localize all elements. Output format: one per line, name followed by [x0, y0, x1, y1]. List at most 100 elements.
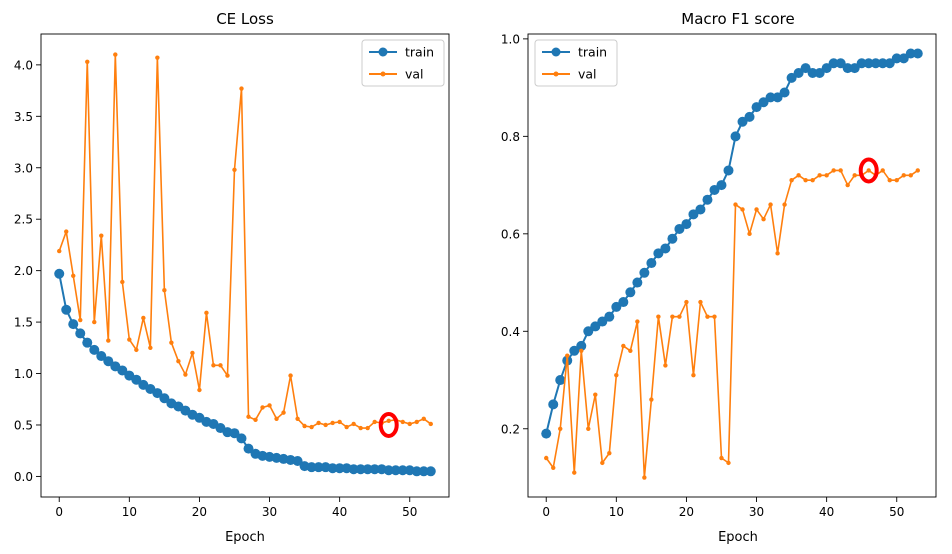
data-point-val: [719, 455, 724, 461]
data-point-val: [386, 418, 391, 424]
y-tick-label: 2.0: [14, 264, 33, 278]
data-point-val: [684, 299, 689, 305]
data-point-val: [642, 475, 647, 480]
data-point-val: [358, 425, 363, 431]
data-point-val: [407, 421, 412, 427]
data-point-val: [824, 173, 829, 178]
data-point-val: [845, 182, 850, 188]
x-axis-label: Epoch: [718, 530, 758, 545]
data-point-val: [183, 372, 188, 377]
data-point-train: [555, 375, 566, 386]
data-point-val: [607, 450, 612, 456]
data-point-train: [243, 443, 254, 454]
data-point-train: [765, 92, 776, 103]
data-point-train: [611, 301, 622, 312]
x-axis-label: Epoch: [225, 530, 265, 545]
data-point-val: [190, 350, 195, 356]
data-point-val: [337, 419, 342, 425]
series-group: [541, 48, 923, 480]
data-point-val: [838, 168, 843, 173]
data-point-val: [579, 348, 584, 353]
data-point-train: [362, 464, 373, 475]
y-tick-label: 0.2: [501, 422, 520, 436]
x-tick-label: 30: [749, 505, 764, 519]
legend-marker-train: [378, 47, 388, 57]
data-point-val: [330, 420, 335, 426]
data-point-train: [849, 63, 860, 74]
y-tick-label: 0.4: [501, 325, 520, 339]
x-tick-label: 10: [609, 505, 624, 519]
data-point-val: [323, 422, 328, 428]
data-point-train: [856, 58, 867, 69]
axis-ticks: 0 10 20 30 40 50 0.0 0.5 1.0 1.5 2.0 2.5 3.0 3.5 4.0: [14, 58, 417, 519]
data-point-train: [716, 180, 727, 191]
data-point-train: [68, 319, 79, 330]
chart-panel-ce-loss: CE Loss 0 10 20 30 40 50 0.0 0.5 1.0 1.5 2.0 2.5 3.0…: [14, 10, 450, 545]
data-point-val: [887, 178, 892, 183]
data-point-val: [253, 417, 258, 423]
y-tick-label: 0.8: [501, 130, 520, 144]
y-tick-label: 1.0: [501, 32, 520, 46]
data-point-val: [316, 420, 321, 426]
data-point-val: [218, 363, 223, 368]
data-point-val: [558, 426, 563, 431]
data-point-train: [618, 297, 629, 308]
data-point-val: [908, 173, 913, 178]
data-point-train: [334, 463, 345, 474]
data-point-train: [744, 111, 755, 122]
data-point-train: [667, 233, 678, 244]
data-point-val: [705, 314, 710, 319]
legend-marker-val: [553, 71, 559, 77]
data-point-train: [863, 58, 874, 69]
y-tick-label: 3.5: [14, 110, 33, 124]
data-point-train: [54, 268, 65, 279]
data-point-val: [565, 353, 570, 358]
data-point-train: [674, 223, 685, 234]
data-point-val: [901, 173, 906, 178]
data-point-val: [99, 233, 104, 238]
data-point-train: [625, 287, 636, 298]
data-point-train: [730, 131, 741, 142]
data-point-train: [898, 53, 909, 64]
data-point-val: [586, 426, 591, 431]
data-point-val: [260, 405, 265, 410]
data-point-val: [880, 168, 885, 173]
data-point-val: [78, 317, 83, 323]
data-point-val: [365, 425, 370, 431]
data-point-train: [583, 326, 594, 337]
data-point-val: [572, 470, 577, 475]
data-point-train: [632, 277, 643, 288]
data-point-train: [590, 321, 601, 332]
data-point-train: [772, 92, 783, 103]
x-tick-label: 20: [679, 505, 694, 519]
data-point-train: [82, 337, 93, 348]
data-point-val: [733, 202, 738, 207]
data-point-train: [569, 345, 580, 356]
data-point-val: [281, 410, 286, 415]
data-point-val: [239, 86, 244, 91]
data-point-val: [614, 372, 619, 378]
data-point-val: [225, 373, 230, 378]
data-point-val: [302, 423, 307, 429]
data-point-train: [313, 462, 324, 473]
legend-marker-train: [551, 47, 561, 57]
data-point-train: [695, 204, 706, 215]
data-point-train: [355, 464, 366, 475]
x-tick-label: 50: [889, 505, 904, 519]
data-point-val: [663, 363, 668, 368]
data-point-val: [628, 348, 633, 353]
data-point-train: [96, 351, 107, 362]
legend-label-val: val: [578, 67, 597, 82]
data-point-val: [57, 248, 62, 254]
data-point-val: [106, 338, 111, 343]
data-point-train: [814, 67, 825, 78]
plot-area-frame: [527, 33, 937, 498]
data-point-val: [141, 315, 146, 321]
y-tick-label: 4.0: [14, 58, 33, 72]
data-point-train: [639, 267, 650, 278]
data-point-val: [677, 314, 682, 319]
data-point-val: [593, 392, 598, 397]
data-point-train: [905, 48, 916, 59]
data-point-val: [134, 347, 139, 353]
data-point-val: [162, 287, 167, 293]
